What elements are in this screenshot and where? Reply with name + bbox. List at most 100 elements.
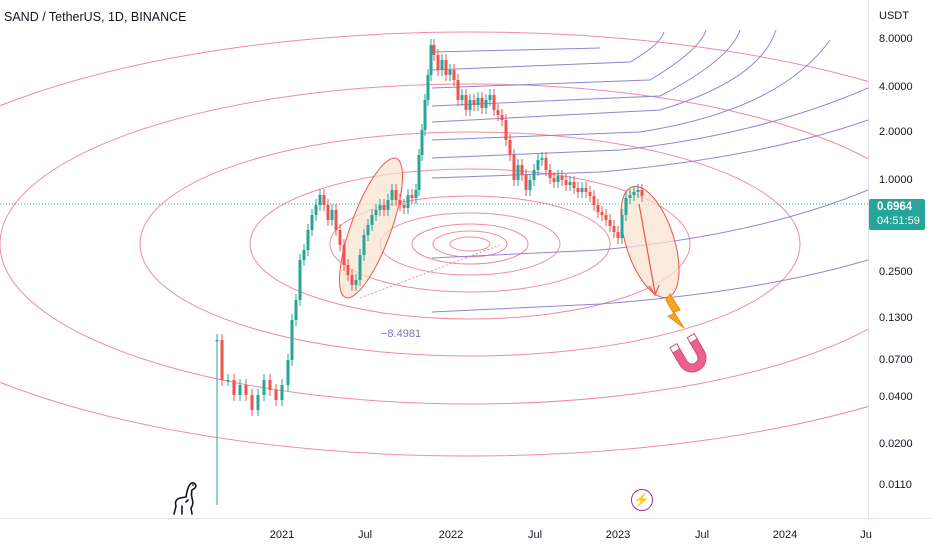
- candle-body: [342, 245, 346, 265]
- candle-body: [524, 175, 528, 190]
- candle-body: [432, 45, 436, 55]
- candle-body: [338, 230, 342, 245]
- candle-body: [322, 195, 326, 205]
- candle-body: [410, 195, 414, 198]
- candle-body: [584, 188, 588, 192]
- candle-body: [460, 95, 464, 100]
- candle-body: [436, 55, 440, 70]
- dinosaur-logo-icon[interactable]: [170, 480, 202, 521]
- symbol-title[interactable]: SAND / TetherUS, 1D, BINANCE: [4, 10, 187, 24]
- price-tick: 0.0700: [879, 354, 913, 366]
- forecast-arrow[interactable]: [638, 203, 656, 294]
- candle-body: [548, 170, 552, 178]
- candle-body: [612, 226, 616, 232]
- candle-body: [536, 160, 540, 170]
- time-tick: Jul: [694, 529, 710, 541]
- candle-body: [592, 196, 596, 205]
- candle-body: [464, 95, 468, 110]
- candle-body: [370, 215, 374, 225]
- candle-body: [382, 205, 386, 210]
- fib-circle: [0, 31, 868, 457]
- price-tick: 0.0110: [879, 479, 912, 491]
- price-axis[interactable]: USDT 8.0000 4.0000 2.0000 1.0000 0.2500 …: [868, 0, 932, 518]
- candle-body: [346, 265, 350, 275]
- candle-body: [512, 155, 516, 180]
- fib-circle: [249, 168, 691, 320]
- candle-body: [532, 170, 536, 180]
- candle-body: [398, 200, 402, 205]
- candle-body: [544, 158, 548, 170]
- candle-body: [406, 195, 410, 208]
- currency-label[interactable]: USDT: [879, 10, 909, 22]
- candle-body: [326, 205, 330, 220]
- candle-body: [476, 98, 480, 105]
- candle-body: [310, 215, 314, 230]
- candle-body: [624, 198, 628, 215]
- candle-body: [480, 98, 484, 108]
- candle-body: [440, 60, 444, 70]
- candle-body: [528, 180, 532, 190]
- fib-arc: [431, 29, 777, 123]
- candle-body: [426, 75, 430, 100]
- candle-body: [280, 385, 284, 400]
- bar-countdown: 04:51:59: [877, 215, 920, 227]
- chart-area[interactable]: [0, 0, 868, 518]
- candle-body: [232, 380, 236, 395]
- candle-body: [640, 190, 644, 196]
- time-tick: 2022: [438, 529, 464, 541]
- fib-arc: [431, 29, 707, 89]
- fib-circle: [0, 83, 868, 405]
- fib-arc: [431, 189, 868, 259]
- candle-body: [262, 380, 266, 395]
- price-tick: 2.0000: [879, 126, 913, 138]
- price-tick: 0.0400: [879, 391, 913, 403]
- candle-body: [452, 70, 456, 80]
- price-tick: 4.0000: [879, 81, 913, 93]
- candle-body: [378, 205, 382, 210]
- highlight-ellipse-left[interactable]: [327, 152, 415, 305]
- forecast-arrowhead: [648, 284, 660, 297]
- candle-body: [568, 182, 572, 185]
- last-price-value: 0.6964: [877, 201, 913, 213]
- candle-body: [488, 95, 492, 100]
- price-tick: 0.2500: [879, 266, 913, 278]
- candle-body: [226, 380, 230, 382]
- candle-body: [616, 232, 620, 238]
- measure-line: [359, 244, 501, 299]
- candle-body: [374, 210, 378, 215]
- candle-body: [456, 80, 460, 100]
- candle-body: [608, 220, 612, 226]
- highlight-ellipse-right[interactable]: [609, 179, 690, 304]
- candle-body: [580, 188, 584, 192]
- candle-body: [520, 165, 524, 175]
- fib-arc: [431, 31, 665, 71]
- fib-arc: [431, 119, 868, 179]
- candle-body: [420, 130, 424, 155]
- candle-body: [500, 115, 504, 120]
- candle-body: [484, 100, 488, 108]
- price-tick: 1.0000: [879, 174, 913, 186]
- candle-body: [552, 178, 556, 182]
- price-tick: 0.1300: [879, 312, 913, 324]
- candle-body: [560, 176, 564, 180]
- time-axis[interactable]: 2021 Jul 2022 Jul 2023 Jul 2024 Ju: [0, 518, 932, 551]
- candle-body: [508, 140, 512, 155]
- candle-body: [294, 300, 298, 320]
- lightning-event-icon[interactable]: ⚡: [631, 489, 653, 511]
- candle-body: [350, 275, 354, 285]
- candle-body: [632, 192, 636, 195]
- candle-body: [268, 380, 272, 390]
- candle-body: [472, 100, 476, 105]
- time-tick: 2021: [269, 529, 295, 541]
- last-price-badge: 0.6964 04:51:59: [869, 199, 925, 230]
- candle-body: [576, 188, 580, 192]
- candle-body: [604, 215, 608, 220]
- price-chart[interactable]: [0, 0, 868, 518]
- candle-body: [358, 255, 362, 280]
- candle-body: [496, 110, 500, 115]
- magnet-sticker-icon[interactable]: [660, 292, 720, 387]
- candle-body: [417, 155, 421, 190]
- candle-body: [302, 250, 306, 260]
- candle-body: [244, 385, 248, 395]
- price-tick: 8.0000: [879, 33, 913, 45]
